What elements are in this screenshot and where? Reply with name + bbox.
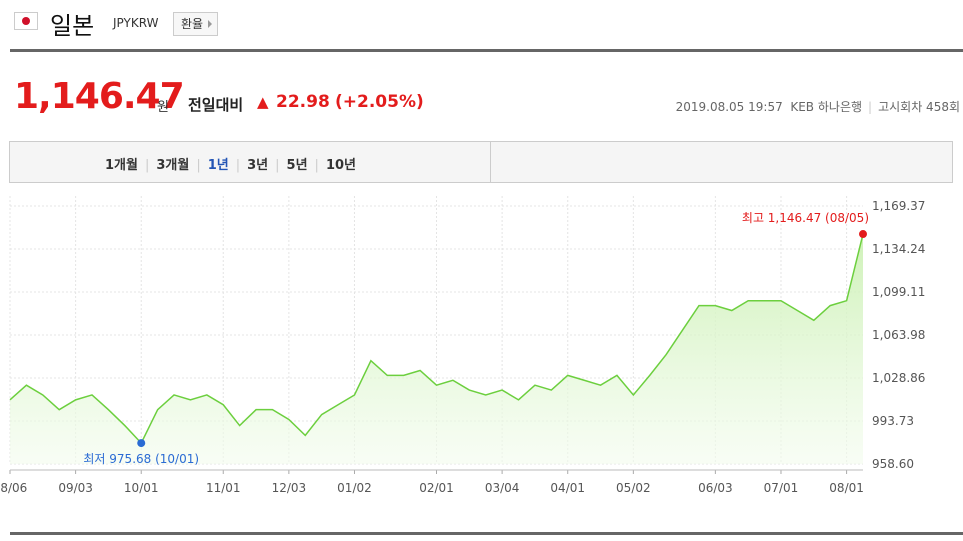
x-tick-label: 02/01 — [419, 481, 454, 495]
x-tick-label: 06/03 — [698, 481, 733, 495]
y-tick-label: 1,028.86 — [872, 371, 925, 385]
chart: 958.60 993.73 1,028.86 1,063.98 1,099.11 1,13… — [0, 196, 925, 495]
x-tick-label: 03/04 — [485, 481, 520, 495]
x-tick-label: 08/06 — [0, 481, 27, 495]
y-tick-label: 1,099.11 — [872, 285, 925, 299]
period-tab[interactable]: 3년 — [247, 158, 269, 173]
currency-code: JPYKRW — [113, 16, 159, 30]
flag-icon — [14, 12, 38, 30]
price: 1,146.47 — [14, 76, 185, 117]
y-tick-label: 1,063.98 — [872, 328, 925, 342]
period-tab[interactable]: 5년 — [286, 158, 308, 173]
period-tab[interactable]: 1년 — [207, 158, 229, 173]
bank: KEB 하나은행 — [790, 100, 863, 114]
x-tick-label: 07/01 — [764, 481, 799, 495]
x-tick-label: 10/01 — [124, 481, 159, 495]
change-label: 전일대비 — [188, 96, 244, 114]
y-tick-label: 993.73 — [872, 414, 914, 428]
x-tick-label: 09/03 — [58, 481, 93, 495]
y-tick-label: 1,169.37 — [872, 199, 925, 213]
line — [9, 233, 864, 445]
y-tick-label: 1,134.24 — [872, 242, 925, 256]
divider — [490, 142, 491, 182]
separator: | — [196, 158, 201, 173]
fx-button[interactable]: 환율 — [173, 12, 219, 36]
divider — [10, 49, 963, 52]
separator: | — [868, 100, 873, 114]
separator: | — [235, 158, 241, 173]
change-direction: ▲ — [257, 93, 269, 111]
separator: | — [144, 158, 150, 173]
period-tab[interactable]: 1개월 — [105, 158, 138, 173]
x-tick-label: 01/02 — [337, 481, 372, 495]
country-name: 일본 — [50, 12, 95, 40]
x-tick-label: 04/01 — [550, 481, 585, 495]
high-marker — [859, 230, 867, 239]
round: 고시회차 458회 — [878, 100, 960, 114]
change-value: 22.98 — [276, 92, 330, 112]
divider — [10, 532, 963, 535]
low-label: 최저 975.68 (10/01) — [83, 452, 199, 466]
datetime: 2019.08.05 19:57 — [675, 100, 783, 114]
x-tick-label: 11/01 — [206, 481, 241, 495]
separator: | — [275, 158, 280, 173]
x-tick-label: 08/01 — [829, 481, 864, 495]
x-tick-label: 12/03 — [272, 481, 307, 495]
y-tick-label: 958.60 — [872, 457, 914, 471]
area-fill — [10, 234, 863, 464]
period-tab[interactable]: 3개월 — [156, 158, 190, 173]
low-marker — [137, 439, 146, 448]
separator: | — [314, 158, 319, 173]
price-unit: 원 — [157, 100, 169, 115]
tab-list: 1개월 | 3개월 | 1년 | 3년 | 5년 | 10년 — [105, 154, 356, 173]
period-tabs: 1개월 | 3개월 | 1년 | 3년 | 5년 | 10년 — [9, 141, 953, 183]
period-tab[interactable]: 10년 — [325, 158, 356, 173]
quote-meta: 2019.08.05 19:57 KEB 하나은행 | 고시회차 458회 — [676, 98, 960, 115]
change-percent: (+2.05%) — [335, 92, 424, 112]
x-tick-label: 05/02 — [616, 481, 651, 495]
high-label: 최고 1,146.47 (08/05) — [742, 211, 869, 225]
